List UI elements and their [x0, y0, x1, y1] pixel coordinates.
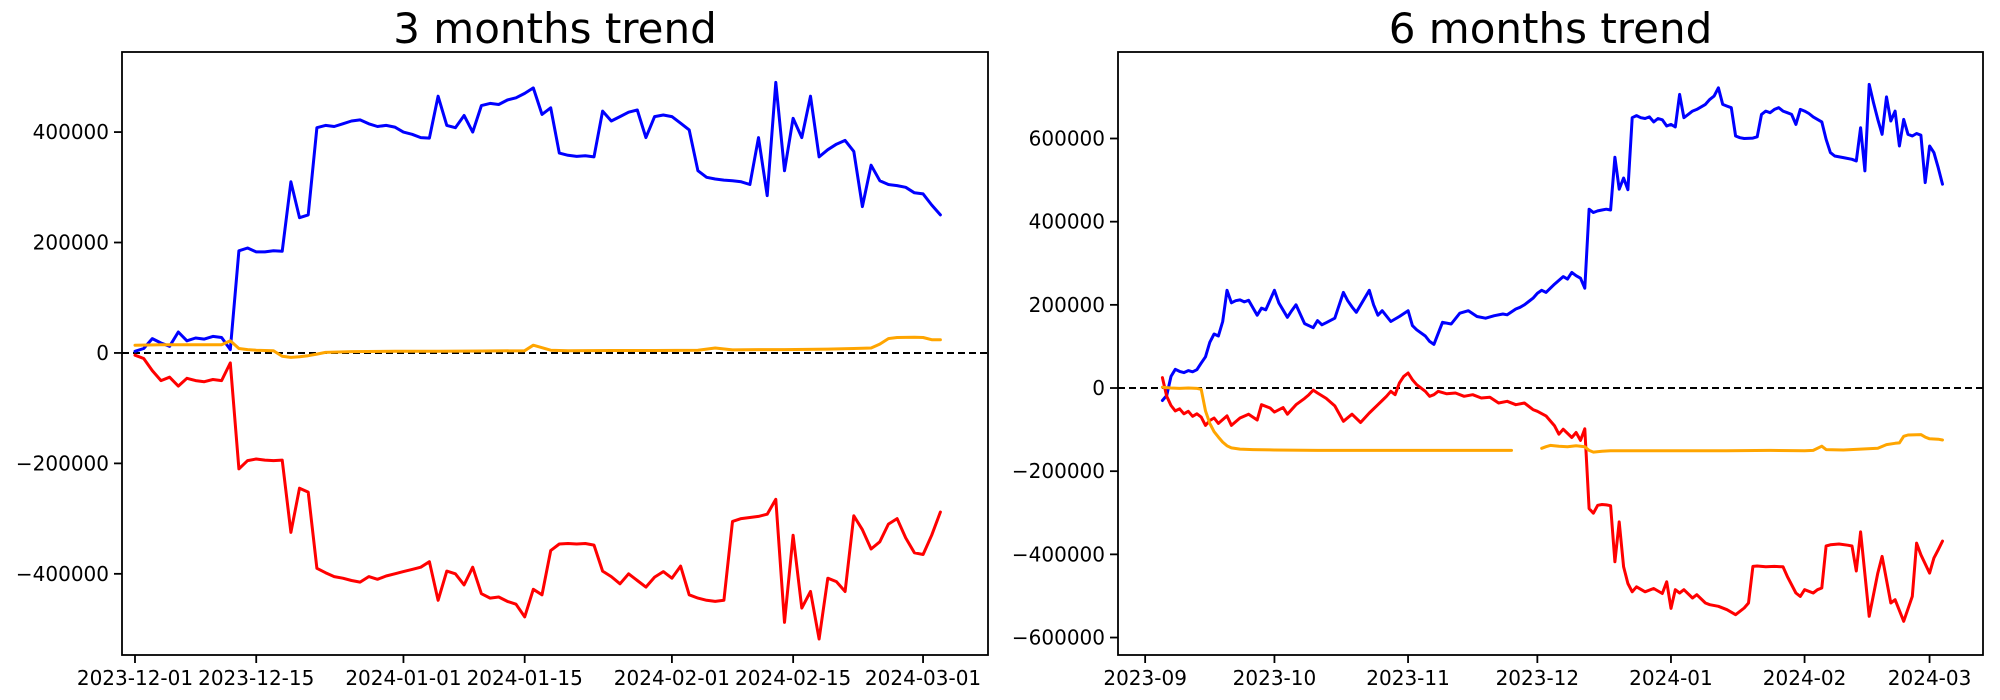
x-tick-label: 2023-09 [1103, 666, 1187, 690]
x-tick-label: 2024-02-15 [735, 666, 851, 690]
y-tick-label: −200000 [1012, 459, 1105, 483]
series-red-line [1160, 371, 1944, 623]
x-tick-label: 2024-02-01 [614, 666, 730, 690]
x-tick-label: 2024-03 [1888, 666, 1972, 690]
y-tick-label: 0 [1092, 376, 1105, 400]
series-orange-line [133, 335, 942, 359]
y-tick-label: −400000 [16, 562, 109, 586]
y-tick-label: 400000 [1029, 210, 1105, 234]
y-tick-label: −400000 [1012, 542, 1105, 566]
x-tick-label: 2024-01-15 [467, 666, 583, 690]
series-orange-line [1540, 433, 1944, 454]
y-tick-label: 0 [96, 341, 109, 365]
x-tick-label: 2023-12-15 [198, 666, 314, 690]
x-tick-label: 2024-02 [1763, 666, 1847, 690]
y-tick-label: 600000 [1029, 126, 1105, 150]
y-tick-label: −600000 [1012, 626, 1105, 650]
plot-border [1117, 51, 1984, 656]
x-tick-label: 2023-12 [1496, 666, 1580, 690]
x-tick-label: 2023-10 [1233, 666, 1317, 690]
plot-area-svg: 2023-12-01 2023-12-15 2024-01-01 2024-01-15… [16, 51, 989, 690]
chart-6-months-trend: 2023-09 2023-10 2023-11 2023-12 2024-01 2024-… [1000, 0, 2000, 700]
series-blue-line [1160, 82, 1944, 402]
plot-area-svg: 2023-09 2023-10 2023-11 2023-12 2024-01 2024-… [1012, 51, 1984, 690]
chart-title: 6 months trend [1388, 4, 1713, 53]
x-tick-label: 2024-03-01 [865, 666, 981, 690]
x-tick-label: 2023-12-01 [77, 666, 193, 690]
chart-3-months-trend: 2023-12-01 2023-12-15 2024-01-01 2024-01-15… [16, 4, 989, 690]
x-tick-label: 2023-11 [1366, 666, 1450, 690]
x-tick-label: 2024-01 [1629, 666, 1713, 690]
y-tick-label: −200000 [16, 451, 109, 475]
x-tick-label: 2024-01-01 [345, 666, 461, 690]
y-tick-label: 200000 [33, 231, 109, 255]
y-tick-label: 400000 [33, 120, 109, 144]
chart-title: 3 months trend [393, 4, 717, 53]
series-blue-line [133, 80, 942, 353]
series-red-line [133, 353, 942, 641]
series-orange-line [1160, 385, 1513, 452]
y-tick-label: 200000 [1029, 293, 1105, 317]
